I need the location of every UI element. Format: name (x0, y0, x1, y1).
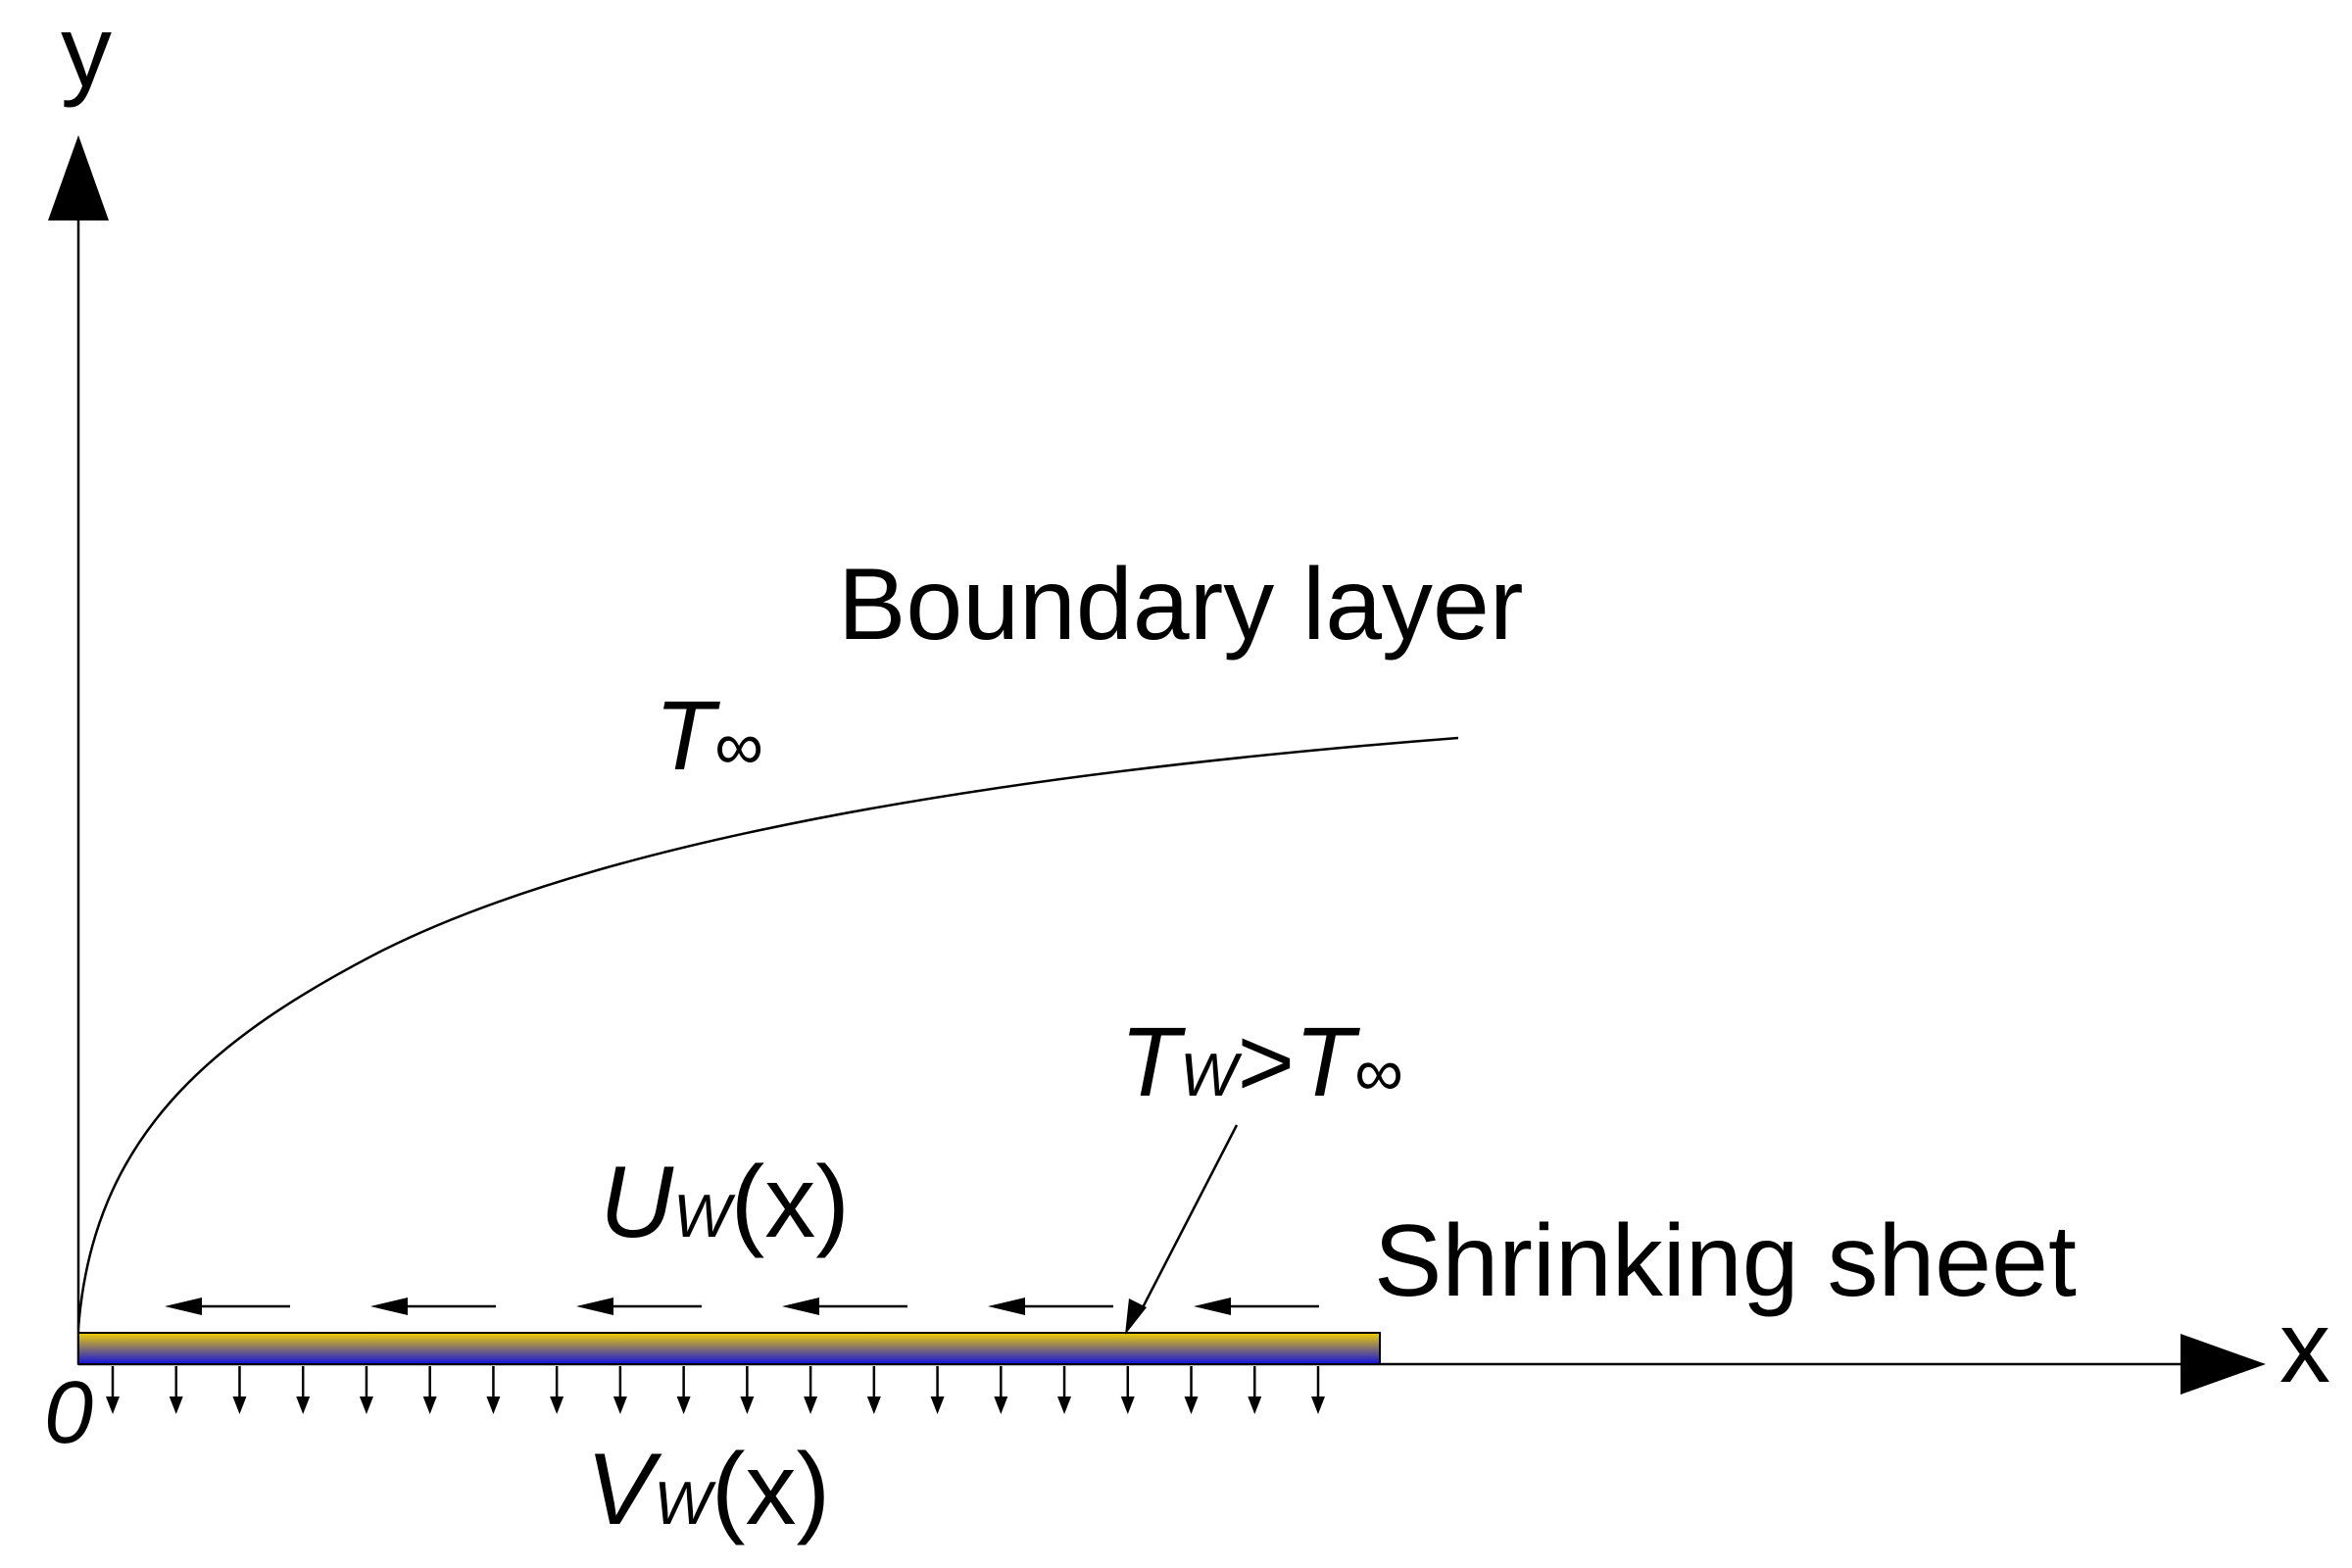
t-infinity-label: T∞ (655, 681, 763, 791)
suction-arrow-head (1120, 1396, 1135, 1414)
shrink-arrow-head (988, 1298, 1025, 1315)
suction-arrow-head (1311, 1396, 1325, 1414)
vw-subscript: W (654, 1470, 716, 1538)
shrink-arrow-head (370, 1298, 408, 1315)
suction-arrow-head (866, 1396, 881, 1414)
suction-arrow-head (1184, 1396, 1199, 1414)
suction-arrow-head (612, 1396, 627, 1414)
boundary-layer-curve (76, 736, 1459, 1329)
y-axis-arrowhead (48, 135, 109, 220)
suction-arrows (106, 1366, 1325, 1414)
vw-symbol: V (586, 1433, 662, 1546)
shrink-arrows (165, 1298, 1319, 1315)
suction-arrow-head (804, 1396, 818, 1414)
x-axis-label: x (2279, 1291, 2330, 1404)
y-axis-label: y (61, 0, 112, 109)
uw-label: UW(x) (600, 1146, 850, 1259)
tinf-subscript: ∞ (1354, 1034, 1403, 1110)
suction-arrow-head (106, 1396, 120, 1414)
suction-arrow-head (296, 1396, 311, 1414)
x-axis-arrowhead (2180, 1334, 2266, 1395)
suction-arrow-head (359, 1396, 373, 1414)
shrink-arrow-head (576, 1298, 613, 1315)
tw-gt-tinf-label: TW>T∞ (1120, 1007, 1403, 1117)
shrink-arrow-head (782, 1298, 819, 1315)
tw-pointer-line (1137, 1124, 1239, 1316)
uw-argument: (x) (731, 1146, 850, 1259)
tinf-symbol: T (1295, 1007, 1360, 1117)
suction-arrow-head (486, 1396, 501, 1414)
suction-arrow-head (1057, 1396, 1072, 1414)
suction-arrow-head (232, 1396, 247, 1414)
suction-arrow-head (169, 1396, 183, 1414)
suction-arrow-head (740, 1396, 755, 1414)
tw-subscript: W (1180, 1042, 1243, 1109)
vw-argument: (x) (711, 1433, 830, 1546)
gt-symbol: > (1238, 1007, 1295, 1117)
boundary-layer-label: Boundary layer (838, 548, 1524, 662)
shrink-arrow-head (165, 1298, 202, 1315)
tw-symbol: T (1120, 1007, 1186, 1117)
t-infinity-subscript: ∞ (714, 708, 763, 784)
suction-arrow-head (930, 1396, 945, 1414)
suction-arrow-head (422, 1396, 437, 1414)
vw-label: VW(x) (586, 1433, 830, 1546)
suction-arrow-head (1248, 1396, 1262, 1414)
shrinking-sheet-label: Shrinking sheet (1374, 1204, 2077, 1318)
tw-pointer-arrowhead (1125, 1298, 1147, 1335)
shrinking-sheet-bar (77, 1332, 1381, 1365)
suction-arrow-head (676, 1396, 691, 1414)
uw-symbol: U (600, 1146, 674, 1259)
shrink-arrow-head (1194, 1298, 1231, 1315)
t-infinity-symbol: T (655, 681, 720, 791)
suction-arrow-head (994, 1396, 1008, 1414)
origin-label: 0 (44, 1364, 93, 1462)
uw-subscript: W (673, 1183, 736, 1250)
suction-arrow-head (550, 1396, 564, 1414)
